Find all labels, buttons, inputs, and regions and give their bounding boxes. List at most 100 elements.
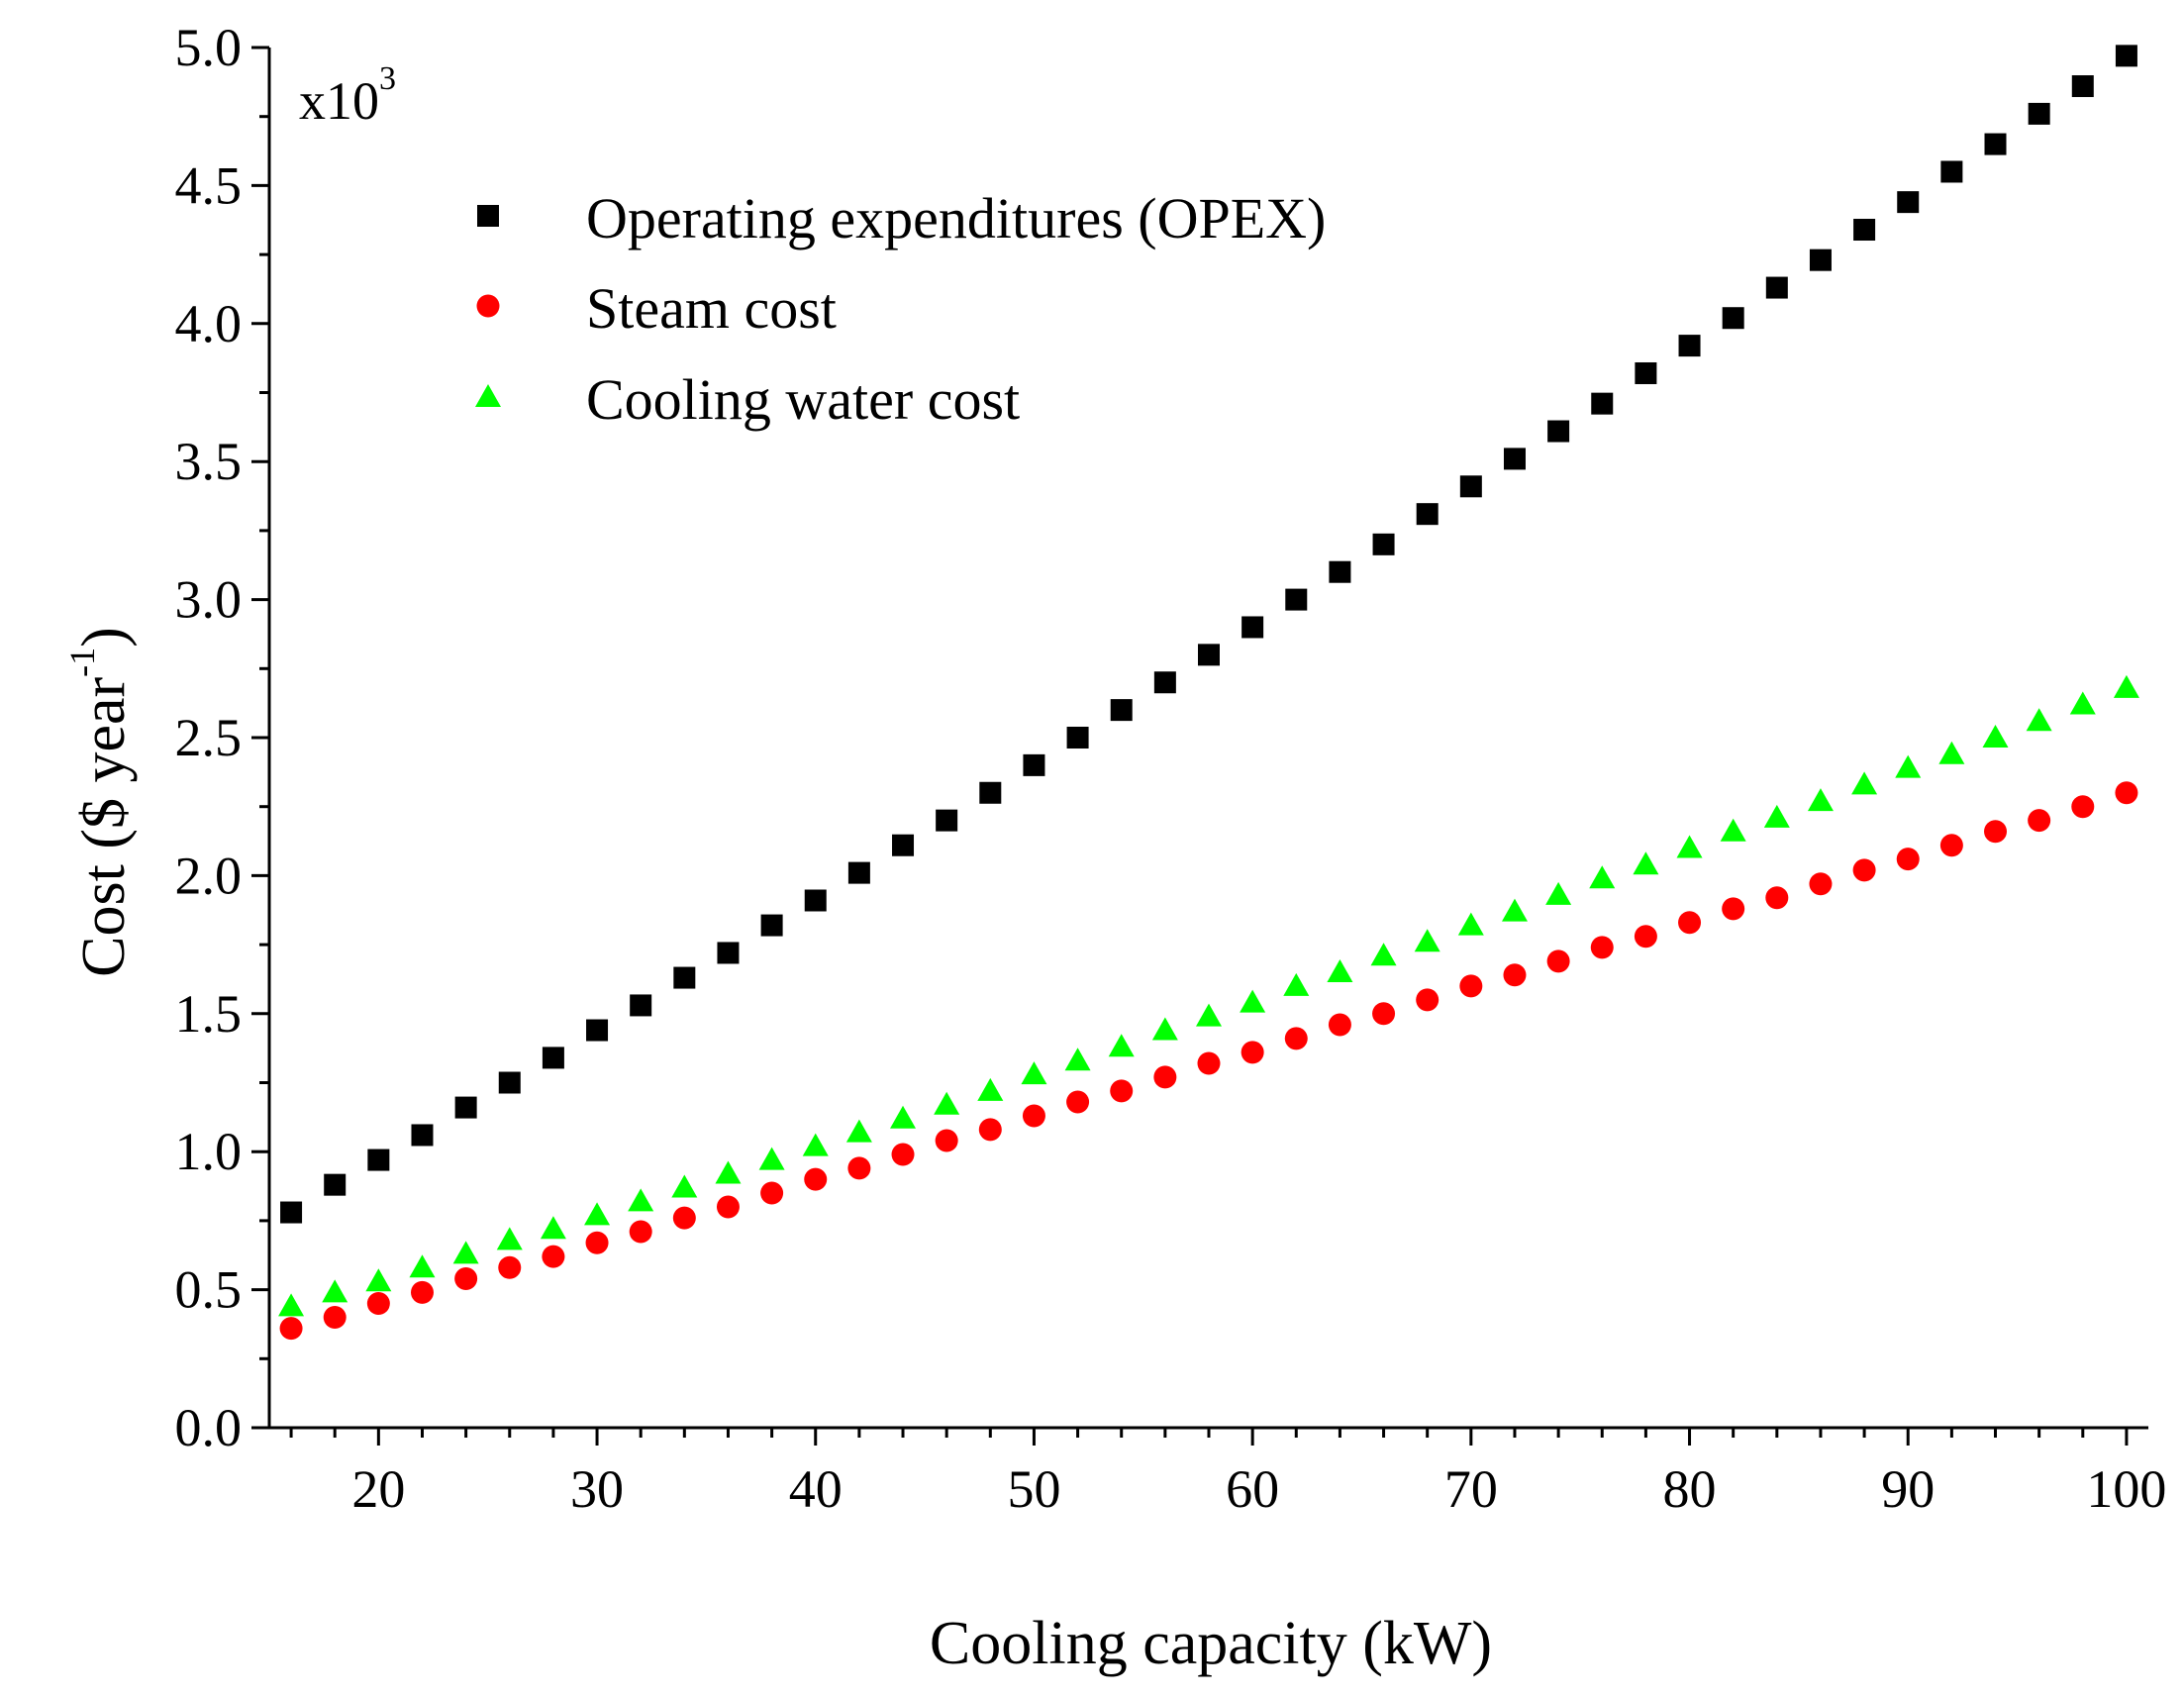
data-point-triangle [671, 1174, 698, 1198]
data-point-triangle [715, 1160, 742, 1184]
data-point-circle [1939, 834, 1963, 857]
x-tick-label: 50 [1007, 1459, 1060, 1519]
data-point-triangle [584, 1202, 611, 1226]
data-point-triangle [1108, 1034, 1135, 1057]
x-tick-label: 30 [570, 1459, 624, 1519]
data-point-triangle [1370, 943, 1397, 966]
data-point-square [367, 1149, 390, 1171]
data-point-circle [1328, 1013, 1351, 1037]
y-tick-label: 2.0 [175, 846, 243, 905]
data-point-square [1372, 533, 1395, 555]
y-tick-label: 4.0 [175, 294, 243, 353]
data-point-circle [1634, 925, 1657, 949]
data-point-square [1110, 699, 1133, 722]
data-point-triangle [1457, 912, 1484, 936]
y-tick-label: 3.5 [175, 432, 243, 491]
data-point-square [1765, 276, 1788, 299]
legend-label: Cooling water cost [586, 367, 1020, 432]
y-tick-label: 4.5 [175, 155, 243, 215]
data-point-square [1066, 727, 1089, 749]
data-point-circle [847, 1156, 871, 1180]
data-point-circle [804, 1167, 828, 1191]
data-point-triangle [934, 1091, 960, 1115]
data-point-circle [1241, 1041, 1264, 1064]
data-point-circle [498, 1255, 522, 1279]
data-point-triangle [496, 1227, 523, 1250]
y-multiplier-exponent: 3 [379, 60, 396, 97]
data-point-circle [1372, 1002, 1396, 1026]
data-point-circle [585, 1231, 609, 1254]
data-point-circle [935, 1129, 958, 1152]
data-point-square [1416, 503, 1439, 526]
data-point-circle [279, 1317, 303, 1341]
series-circle-group [279, 781, 2138, 1341]
data-point-square [1241, 616, 1264, 639]
data-point-triangle [802, 1133, 829, 1156]
data-point-square [1853, 219, 1876, 242]
x-tick-label: 70 [1444, 1459, 1498, 1519]
data-point-triangle [278, 1293, 305, 1317]
data-point-square [280, 1201, 303, 1224]
data-point-circle [1590, 936, 1614, 959]
data-point-circle [410, 1280, 434, 1304]
y-axis-title-main: Cost ($ year [70, 676, 138, 976]
data-point-square [498, 1071, 521, 1094]
data-point-square [892, 834, 915, 856]
data-point-circle [891, 1143, 915, 1166]
data-point-triangle [540, 1216, 566, 1240]
data-point-circle [760, 1181, 784, 1205]
data-point-circle [366, 1292, 390, 1316]
data-point-triangle [322, 1279, 348, 1303]
data-point-circle [2071, 795, 2095, 819]
data-point-triangle [1283, 972, 1310, 996]
y-axis-title: Cost ($ year-1) [62, 627, 138, 977]
data-point-circle [1896, 848, 1920, 871]
y-tick-label: 1.0 [175, 1122, 243, 1181]
data-point-circle [1153, 1065, 1177, 1089]
data-point-triangle [409, 1254, 436, 1278]
x-tick-label: 80 [1663, 1459, 1717, 1519]
data-point-square [1591, 392, 1614, 415]
data-point-square [760, 914, 783, 937]
data-point-square [2028, 102, 2050, 125]
data-point-triangle [1720, 818, 1746, 842]
data-point-square [1459, 475, 1482, 498]
data-series [278, 45, 2139, 1341]
x-axis: 20 30 40 50 60 70 80 90 100 [289, 1428, 2166, 1519]
data-point-square [979, 781, 1002, 804]
data-point-square [1678, 335, 1701, 357]
data-point-square [673, 966, 696, 989]
data-point-triangle [2069, 691, 2096, 715]
data-point-triangle [1021, 1061, 1047, 1085]
data-point-triangle [1151, 1017, 1178, 1041]
data-point-circle [1503, 963, 1527, 987]
data-point-triangle [1064, 1048, 1091, 1071]
data-point-square [1198, 644, 1220, 666]
y-tick-label: 0.0 [175, 1398, 243, 1457]
y-multiplier: x103 [299, 60, 396, 131]
y-axis: 0.0 0.5 1.0 1.5 2.0 2.5 3.0 3.5 4.0 4.5 5.0 [175, 18, 269, 1457]
data-point-circle [2028, 809, 2051, 833]
data-point-square [586, 1019, 609, 1042]
data-point-triangle [1807, 788, 1834, 812]
data-point-triangle [1676, 835, 1703, 858]
data-point-circle [1765, 886, 1789, 910]
data-point-square [2071, 75, 2094, 98]
data-point-triangle [365, 1268, 392, 1292]
legend-label: Operating expenditures (OPEX) [586, 186, 1326, 250]
data-point-triangle [890, 1105, 917, 1129]
data-point-triangle [1327, 958, 1353, 982]
data-point-triangle [1589, 865, 1616, 889]
data-point-triangle [758, 1147, 785, 1170]
data-point-square [1635, 361, 1657, 384]
data-point-square [847, 861, 870, 884]
data-point-square [1984, 133, 2007, 155]
data-point-triangle [2113, 674, 2139, 698]
data-point-circle [1678, 911, 1702, 935]
data-point-triangle [845, 1119, 872, 1143]
data-point-circle [1197, 1051, 1221, 1075]
data-point-triangle [1938, 741, 1965, 764]
series-triangle-group [278, 674, 2139, 1317]
